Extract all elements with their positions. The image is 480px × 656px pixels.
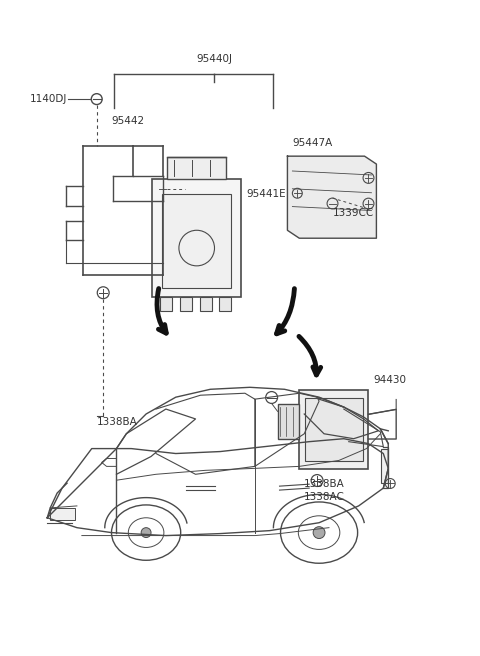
Text: 1140DJ: 1140DJ <box>30 94 68 104</box>
Text: 1339CC: 1339CC <box>333 208 374 218</box>
Circle shape <box>313 527 325 539</box>
Text: 95440J: 95440J <box>196 54 232 64</box>
Text: 95441E: 95441E <box>246 189 286 199</box>
Bar <box>200 297 212 312</box>
Bar <box>300 390 369 468</box>
Circle shape <box>141 527 151 537</box>
Bar <box>305 398 362 461</box>
Text: 95442: 95442 <box>111 115 144 126</box>
Text: 1338BA: 1338BA <box>304 479 345 489</box>
Bar <box>219 297 231 312</box>
Bar <box>381 449 388 483</box>
Polygon shape <box>288 156 376 238</box>
Text: 95447A: 95447A <box>292 138 333 148</box>
Text: 1338BA: 1338BA <box>96 417 137 428</box>
Bar <box>180 297 192 312</box>
Bar <box>162 194 231 287</box>
Text: 94430: 94430 <box>373 375 407 384</box>
Bar <box>167 157 227 179</box>
Bar <box>152 179 241 297</box>
Text: 1338AC: 1338AC <box>304 493 345 502</box>
Bar <box>277 405 300 439</box>
Bar <box>160 297 172 312</box>
Bar <box>50 508 75 520</box>
